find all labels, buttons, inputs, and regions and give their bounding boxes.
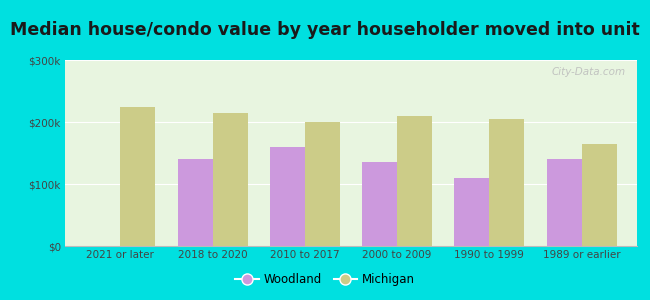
Bar <box>213 113 248 246</box>
Bar <box>582 144 617 246</box>
Legend: Woodland, Michigan: Woodland, Michigan <box>230 269 420 291</box>
Text: Median house/condo value by year householder moved into unit: Median house/condo value by year househo… <box>10 21 640 39</box>
Bar <box>177 159 213 246</box>
Text: City-Data.com: City-Data.com <box>551 68 625 77</box>
Bar <box>454 178 489 246</box>
Bar <box>397 116 432 246</box>
Bar <box>547 159 582 246</box>
Bar <box>362 162 397 246</box>
Bar <box>489 119 525 246</box>
Bar <box>270 147 305 246</box>
Bar <box>120 106 155 246</box>
Bar <box>305 122 340 246</box>
